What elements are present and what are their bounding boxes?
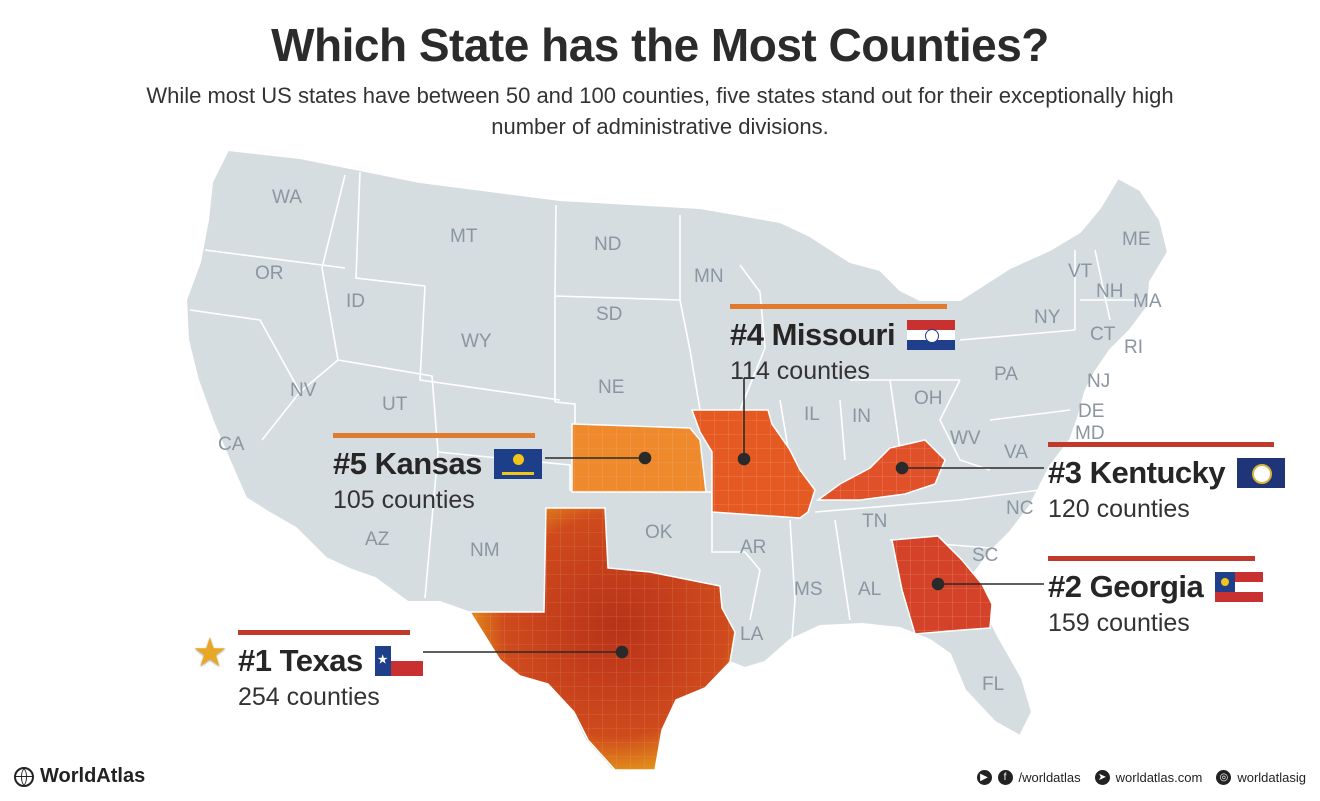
missouri-flag-icon [907, 320, 956, 350]
state-label: TN [862, 511, 887, 532]
page-subtitle: While most US states have between 50 and… [146, 83, 1174, 139]
brand-name: WorldAtlas [40, 765, 146, 787]
state-label: IL [804, 404, 820, 425]
state-label: NJ [1087, 371, 1110, 392]
state-label: CT [1090, 324, 1116, 345]
callout-texas-count: 254 counties [238, 683, 380, 711]
state-label: WV [950, 428, 981, 449]
state-label: NE [598, 377, 624, 398]
callout-kentucky-name: #3 Kentucky [1048, 455, 1226, 490]
instagram-handle[interactable]: worldatlasig [1237, 770, 1306, 785]
cursor-icon[interactable]: ➤ [1094, 770, 1110, 785]
state-label: NM [470, 540, 500, 561]
state-labels: WA OR CA ID NV MT WY UT AZ NM ND SD NE O… [218, 187, 1162, 695]
callout-kansas-name: #5 Kansas [333, 446, 482, 481]
leader-lines [415, 378, 1044, 659]
state-label: ME [1122, 229, 1151, 250]
state-label: RI [1124, 337, 1143, 358]
callout-kansas-count: 105 counties [333, 486, 475, 514]
instagram-icon[interactable]: ◎ [1216, 770, 1232, 785]
state-label: ND [594, 234, 621, 255]
star-icon: ★ [192, 631, 228, 675]
state-label: SD [596, 304, 622, 325]
georgia-flag-icon [1215, 572, 1264, 602]
callout-kansas: #5 Kansas 105 counties [333, 433, 542, 515]
state-label: NV [290, 380, 317, 401]
callout-missouri-name: #4 Missouri [730, 317, 896, 352]
social-handle[interactable]: /worldatlas [1018, 770, 1081, 785]
state-label: CA [218, 434, 245, 455]
footer-brand: WorldAtlas [14, 765, 145, 788]
state-label: WY [461, 331, 492, 352]
callout-missouri: #4 Missouri 114 counties [730, 304, 956, 386]
callout-georgia: #2 Georgia 159 counties [1048, 556, 1264, 638]
state-label: VA [1004, 442, 1028, 463]
youtube-icon[interactable]: ▶ [976, 770, 992, 785]
state-label: WA [272, 187, 302, 208]
facebook-icon[interactable]: f [997, 770, 1013, 785]
callout-texas: #1 Texas ★ 254 counties [238, 630, 423, 712]
state-label: AZ [365, 529, 390, 550]
kentucky-flag-icon [1237, 458, 1286, 488]
state-label: PA [994, 364, 1018, 385]
state-label: FL [982, 674, 1004, 695]
state-label: OK [645, 522, 673, 543]
state-label: MT [450, 226, 478, 247]
website-link[interactable]: worldatlas.com [1115, 770, 1203, 785]
state-label: DE [1078, 401, 1104, 422]
callout-missouri-count: 114 counties [730, 357, 870, 385]
state-label: NH [1096, 281, 1123, 302]
footer-social: ▶ f /worldatlas ➤ worldatlas.com ◎ world… [976, 770, 1306, 785]
state-label: NC [1006, 498, 1033, 519]
state-label: AL [858, 579, 881, 600]
state-label: MA [1133, 291, 1162, 312]
kansas-flag-icon [493, 449, 542, 479]
texas-flag-icon: ★ [374, 646, 423, 676]
page-title: Which State has the Most Counties? [271, 19, 1049, 71]
state-label: OR [255, 263, 284, 284]
state-label: IN [852, 406, 871, 427]
state-label: LA [740, 624, 764, 645]
state-label: MS [794, 579, 823, 600]
globe-icon [14, 766, 34, 787]
state-label: VT [1068, 261, 1093, 282]
state-label: ID [346, 291, 365, 312]
callout-georgia-count: 159 counties [1048, 609, 1190, 637]
state-label: UT [382, 394, 408, 415]
callout-georgia-name: #2 Georgia [1048, 569, 1204, 604]
callout-texas-name: #1 Texas [238, 643, 363, 678]
state-label: MD [1075, 423, 1105, 444]
callout-kentucky-count: 120 counties [1048, 495, 1190, 523]
state-label: AR [740, 537, 766, 558]
state-label: OH [914, 388, 943, 409]
state-borders [189, 171, 1140, 641]
callout-kentucky: #3 Kentucky 120 counties [1048, 442, 1286, 524]
state-label: NY [1034, 307, 1061, 328]
state-label: MN [694, 266, 724, 287]
state-label: SC [972, 545, 998, 566]
